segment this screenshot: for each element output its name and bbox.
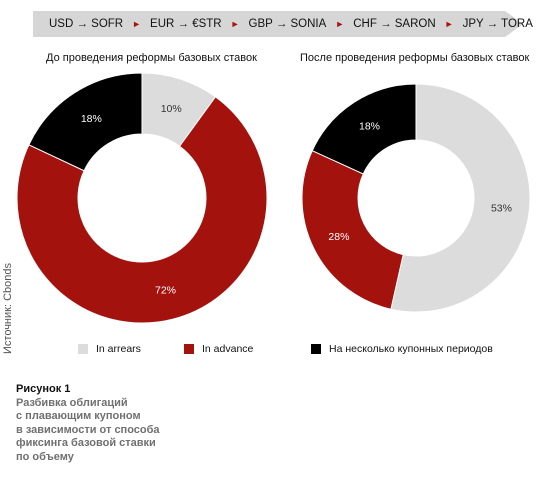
slice-data-label: 72% bbox=[155, 285, 176, 297]
donut-slice bbox=[311, 83, 417, 175]
donut-chart-after: 53% 28% 18% bbox=[301, 83, 531, 313]
slice-data-label: 53% bbox=[491, 203, 512, 215]
banner-arrow-shape bbox=[33, 11, 523, 37]
banner-arrow-icon: ► bbox=[132, 19, 142, 29]
caption-line: с плавающим купоном bbox=[16, 410, 141, 422]
chart-legend: In arrears In advance На несколько купон… bbox=[78, 343, 493, 355]
banner-item: GBP → SONIA bbox=[248, 18, 327, 30]
banner-item: USD → SOFR bbox=[49, 18, 124, 30]
banner-arrow-icon: ► bbox=[230, 19, 240, 29]
slice-data-label: 10% bbox=[161, 103, 182, 115]
donut-chart-before: 10% 72% 18% bbox=[16, 72, 268, 324]
legend-swatch-in-arrears bbox=[78, 344, 88, 354]
banner-items: USD → SOFR ► EUR → €STR ► GBP → SONIA ► CHF → … bbox=[33, 11, 533, 37]
source-note: Источник: Cbonds bbox=[2, 263, 14, 354]
currency-transition-banner: USD → SOFR ► EUR → €STR ► GBP → SONIA ► CHF → … bbox=[33, 11, 535, 37]
banner-item: CHF → SARON bbox=[353, 18, 436, 30]
banner-item: JPY → TORA bbox=[462, 18, 533, 30]
banner-arrow-icon: ► bbox=[444, 19, 454, 29]
slice-data-label: 18% bbox=[81, 113, 102, 125]
caption-line: Разбивка облигаций bbox=[16, 396, 128, 409]
slice-data-label: 18% bbox=[359, 121, 380, 133]
caption-line: по объему bbox=[16, 450, 74, 463]
caption-line: фиксинга базовой ставки bbox=[16, 437, 156, 449]
legend-item-multi-period: На несколько купонных периодов bbox=[311, 343, 493, 355]
legend-swatch-multi-period bbox=[311, 344, 321, 354]
banner-arrow-icon: ► bbox=[335, 19, 345, 29]
caption-line: в зависимости от способа bbox=[16, 423, 160, 436]
donut-slice bbox=[28, 72, 143, 172]
chart-title-after: После проведения реформы базовых ставок bbox=[300, 52, 530, 64]
figure-caption: Рисунок 1 Разбивка облигаций с плавающим… bbox=[16, 383, 160, 464]
legend-label-in-advance: In advance bbox=[202, 343, 254, 355]
legend-swatch-in-advance bbox=[184, 344, 194, 354]
caption-heading: Рисунок 1 bbox=[16, 383, 71, 395]
legend-item-in-arrears: In arrears bbox=[78, 343, 184, 355]
slice-data-label: 28% bbox=[328, 231, 349, 243]
donut-slice bbox=[301, 149, 404, 310]
legend-label-multi-period: На несколько купонных периодов bbox=[329, 343, 493, 355]
legend-label-in-arrears: In arrears bbox=[96, 343, 141, 355]
chart-title-before: До проведения реформы базовых ставок bbox=[46, 52, 257, 64]
donut-slice bbox=[390, 83, 531, 313]
banner-item: EUR → €STR bbox=[150, 18, 222, 30]
donut-slice bbox=[16, 96, 268, 324]
legend-item-in-advance: In advance bbox=[184, 343, 311, 355]
